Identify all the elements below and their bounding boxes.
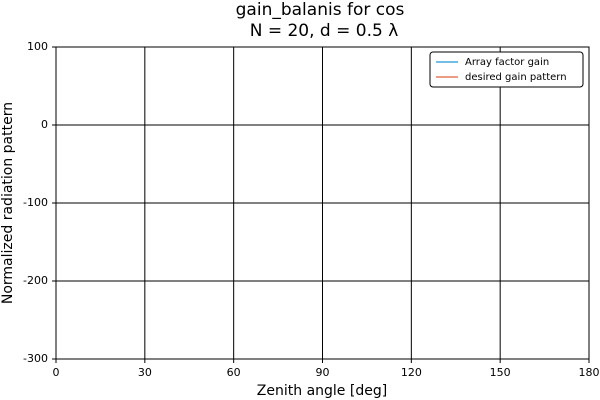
x-tick-label: 30 [138,366,152,379]
y-axis-label: Normalized radiation pattern [0,102,16,304]
y-tick-label: -100 [23,196,48,209]
x-tick-label: 180 [579,366,600,379]
y-tick-label: 100 [27,40,48,53]
x-axis-label: Zenith angle [deg] [257,383,387,399]
legend-box [429,51,584,88]
x-tick-label: 60 [227,366,241,379]
x-tick-label: 90 [316,366,330,379]
legend-label: Array factor gain [465,57,549,68]
y-tick-label: 0 [41,118,48,131]
x-tick-label: 120 [401,366,422,379]
y-tick-label: -300 [23,352,48,365]
legend-label: desired gain pattern [465,72,567,83]
x-tick-label: 150 [490,366,511,379]
chart-title: gain_balanis for cos [236,0,405,20]
y-tick-label: -200 [23,274,48,287]
chart-subtitle: N = 20, d = 0.5 λ [250,21,399,41]
x-tick-label: 0 [53,366,60,379]
plot-frame [55,46,590,360]
